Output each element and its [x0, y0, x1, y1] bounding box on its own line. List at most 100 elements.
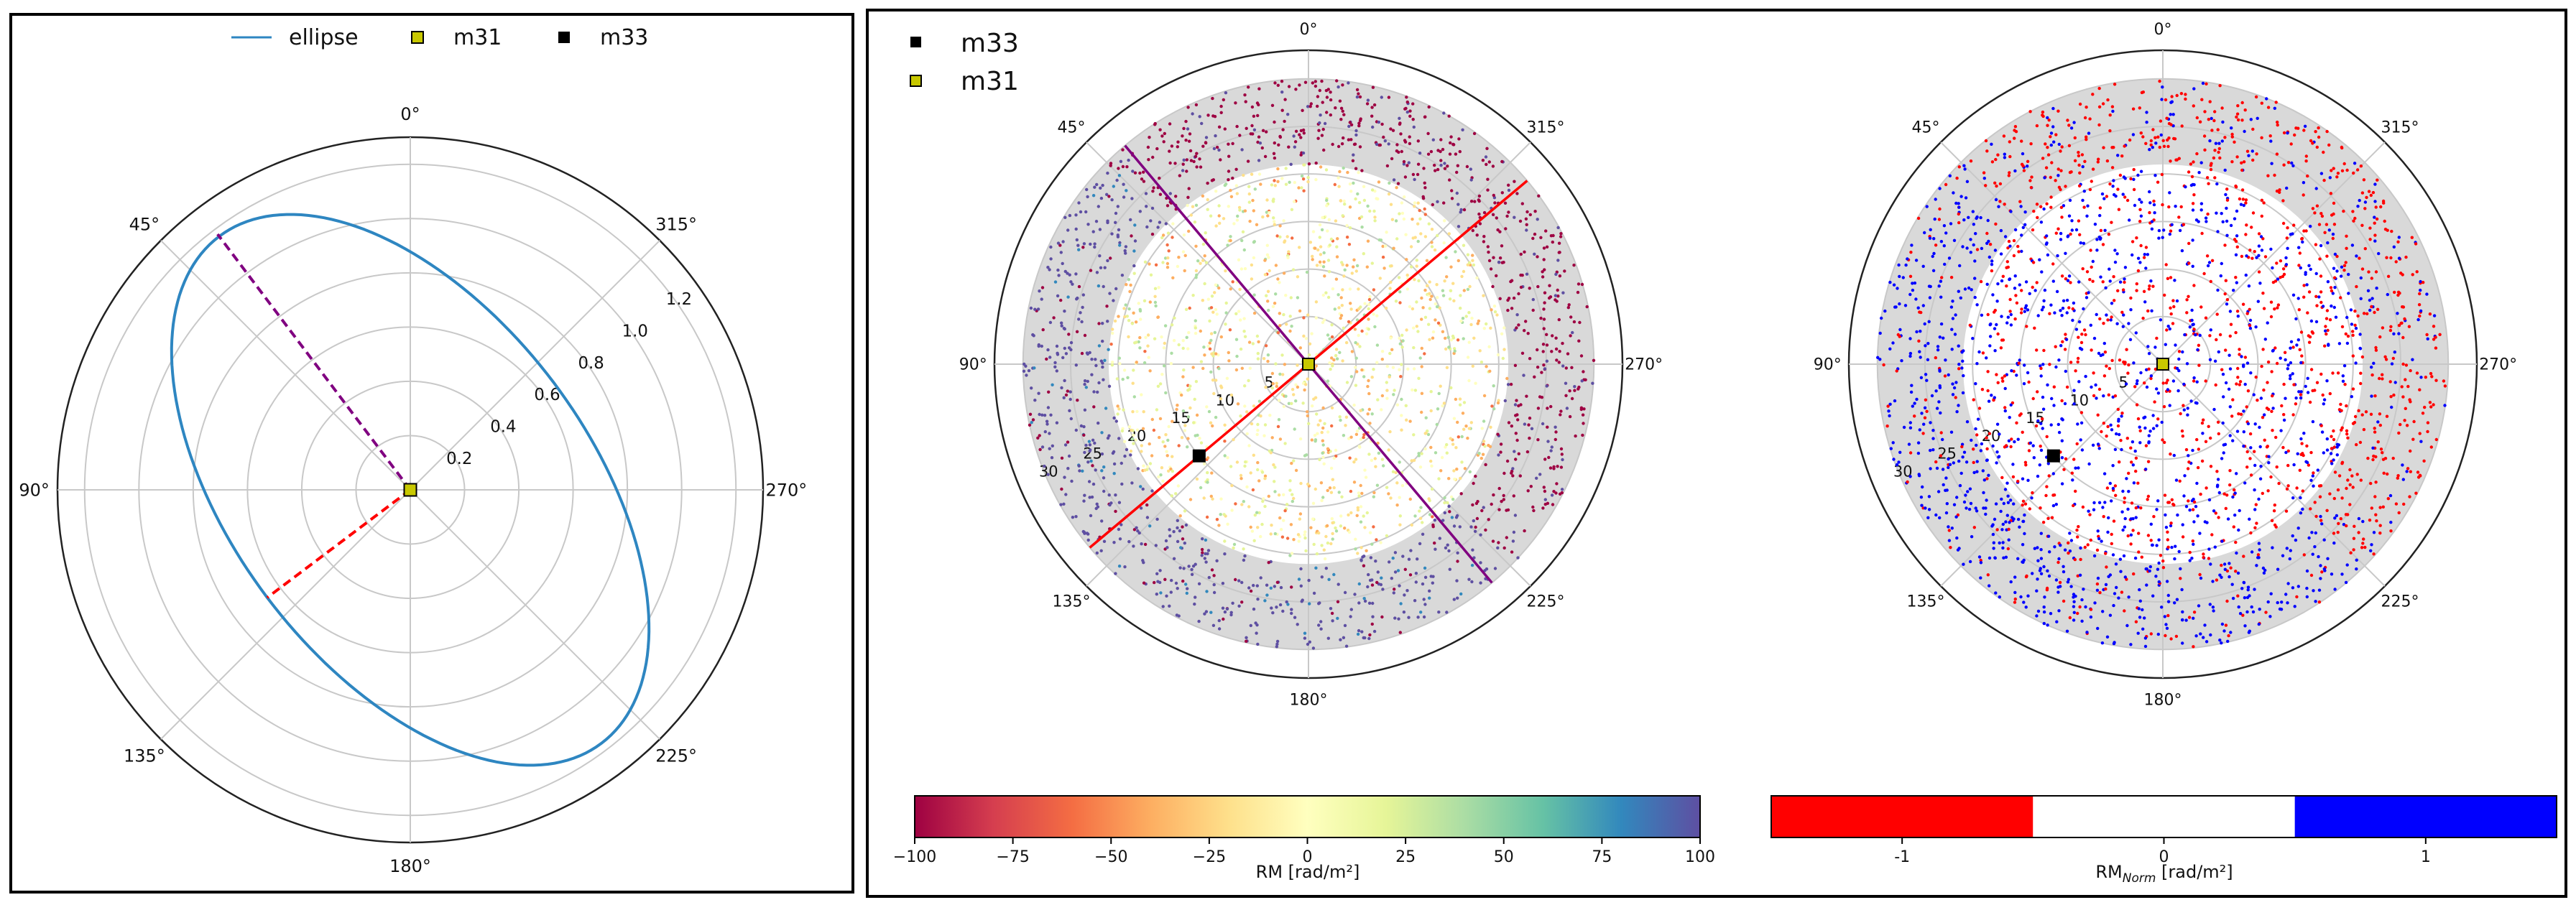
- scatter-point: [1153, 337, 1157, 340]
- scatter-point: [1091, 464, 1094, 468]
- scatter-point: [1321, 451, 1324, 455]
- scatter-point: [1330, 356, 1334, 360]
- scatter-point: [1299, 129, 1303, 133]
- scatter-point: [2161, 85, 2164, 89]
- scatter-point: [1923, 406, 1927, 409]
- scatter-point: [1293, 140, 1298, 144]
- scatter-point: [1099, 266, 1103, 269]
- scatter-point: [1948, 463, 1952, 466]
- scatter-point: [1466, 436, 1469, 440]
- scatter-point: [1307, 422, 1311, 425]
- scatter-point: [2169, 524, 2173, 528]
- scatter-point: [1972, 223, 1975, 226]
- scatter-point: [2003, 409, 2007, 413]
- scatter-point: [2023, 363, 2026, 367]
- scatter-point: [1341, 288, 1344, 292]
- scatter-point: [1212, 391, 1216, 396]
- scatter-point: [2140, 200, 2143, 204]
- scatter-point: [1958, 483, 1962, 488]
- scatter-point: [2123, 575, 2127, 579]
- scatter-point: [1947, 539, 1952, 542]
- scatter-point: [2237, 412, 2240, 416]
- scatter-point: [1482, 506, 1485, 509]
- scatter-point: [2107, 516, 2110, 520]
- scatter-point: [2103, 351, 2108, 354]
- scatter-point: [1408, 114, 1412, 118]
- scatter-point: [1477, 452, 1481, 455]
- scatter-point: [2145, 385, 2149, 389]
- scatter-point: [1517, 452, 1520, 455]
- scatter-point: [1897, 263, 1901, 267]
- scatter-point: [1175, 407, 1178, 412]
- scatter-point: [2059, 169, 2063, 172]
- scatter-point: [1391, 556, 1395, 560]
- scatter-point: [1382, 266, 1386, 270]
- scatter-point: [2206, 212, 2210, 216]
- scatter-point: [2171, 379, 2176, 383]
- scatter-point: [1423, 288, 1427, 292]
- scatter-point: [1107, 195, 1111, 198]
- scatter-point: [1355, 429, 1359, 433]
- scatter-point: [2143, 644, 2148, 649]
- scatter-point: [2418, 388, 2422, 391]
- scatter-point: [2197, 171, 2201, 175]
- scatter-point: [2333, 516, 2337, 520]
- scatter-point: [1357, 287, 1360, 291]
- scatter-point: [2137, 550, 2141, 554]
- scatter-point: [2105, 195, 2109, 198]
- scatter-point: [1208, 347, 1212, 351]
- scatter-point: [1591, 381, 1594, 385]
- scatter-point: [2350, 322, 2354, 326]
- scatter-point: [1201, 194, 1205, 198]
- scatter-point: [2073, 136, 2077, 140]
- scatter-point: [1215, 312, 1219, 316]
- scatter-point: [2418, 292, 2422, 296]
- scatter-point: [1187, 139, 1191, 143]
- scatter-point: [2236, 571, 2240, 575]
- scatter-point: [1433, 519, 1437, 522]
- scatter-point: [1372, 629, 1377, 634]
- scatter-point: [1320, 575, 1324, 579]
- scatter-point: [1129, 283, 1132, 287]
- scatter-point: [1592, 358, 1596, 362]
- scatter-point: [2336, 371, 2340, 375]
- scatter-point: [1206, 344, 1210, 348]
- scatter-point: [2099, 228, 2103, 233]
- scatter-point: [2366, 289, 2370, 292]
- scatter-point: [2222, 451, 2225, 455]
- scatter-point: [1452, 524, 1456, 528]
- scatter-point: [1222, 513, 1226, 516]
- scatter-point: [1198, 115, 1201, 119]
- scatter-point: [2340, 265, 2344, 269]
- scatter-point: [1265, 198, 1269, 202]
- scatter-point: [1165, 450, 1168, 453]
- scatter-point: [1204, 136, 1209, 139]
- scatter-point: [1321, 455, 1325, 459]
- scatter-point: [1153, 123, 1157, 126]
- scatter-point: [2309, 319, 2314, 323]
- scatter-point: [1186, 437, 1190, 440]
- scatter-point: [1995, 528, 1999, 532]
- scatter-point: [2112, 275, 2115, 279]
- theta-tick-label: 135°: [1052, 593, 1090, 611]
- scatter-point: [1434, 547, 1437, 551]
- scatter-point: [1446, 335, 1450, 339]
- scatter-point: [1314, 80, 1318, 83]
- scatter-point: [1229, 611, 1233, 614]
- scatter-point: [1409, 549, 1413, 552]
- scatter-point: [1449, 437, 1452, 440]
- scatter-point: [1419, 232, 1423, 236]
- scatter-point: [1252, 539, 1256, 542]
- scatter-point: [2072, 121, 2076, 124]
- scatter-point: [1993, 556, 1997, 560]
- scatter-point: [2046, 153, 2051, 157]
- scatter-point: [1268, 269, 1271, 273]
- scatter-point: [1430, 464, 1434, 468]
- scatter-point: [2187, 170, 2191, 174]
- scatter-point: [1235, 460, 1239, 464]
- scatter-point: [1099, 186, 1102, 190]
- scatter-point: [1227, 170, 1231, 173]
- scatter-point: [1427, 322, 1431, 326]
- scatter-point: [1338, 415, 1342, 419]
- scatter-point: [1212, 583, 1216, 587]
